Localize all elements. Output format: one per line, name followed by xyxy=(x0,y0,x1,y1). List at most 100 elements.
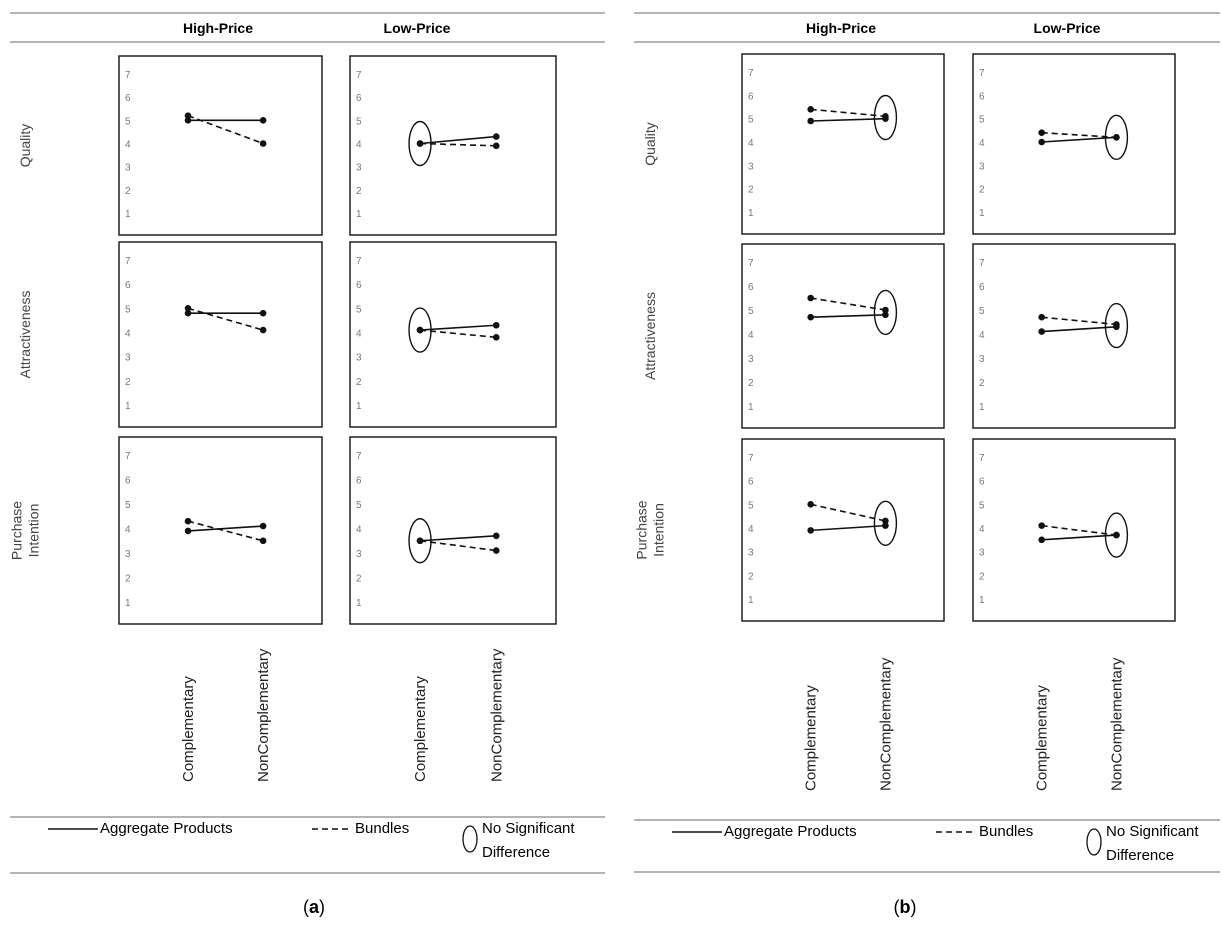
y-tick-label: 7 xyxy=(356,256,362,267)
data-point xyxy=(184,309,192,317)
series-aggregate-products xyxy=(184,309,267,317)
x-category-label: Complementary xyxy=(1034,685,1051,791)
legend: Aggregate Products Bundles No Significant D… xyxy=(10,816,605,874)
legend-ellipse-swatch xyxy=(1086,828,1102,856)
data-point xyxy=(1038,522,1045,529)
y-tick-label: 5 xyxy=(356,500,362,511)
y-tick-label: 1 xyxy=(356,209,362,220)
panel-b: High-Price Low-Price Quality Attractiveness… xyxy=(634,12,1220,917)
series-line xyxy=(810,117,886,122)
y-tick-label: 7 xyxy=(748,453,754,464)
y-tick-label: 2 xyxy=(748,378,754,389)
legend-ellipse-swatch xyxy=(462,825,478,853)
data-point xyxy=(492,334,500,341)
data-point xyxy=(492,133,500,140)
series-line xyxy=(810,297,886,311)
data-point xyxy=(807,106,814,113)
y-tick-label: 5 xyxy=(125,116,131,127)
series-aggregate-products xyxy=(807,522,889,534)
series-line xyxy=(1041,524,1117,536)
y-tick-label: 5 xyxy=(356,304,362,315)
y-tick-label: 1 xyxy=(979,402,985,413)
y-tick-label: 2 xyxy=(356,377,362,388)
subplot-frame xyxy=(741,438,945,622)
series-line xyxy=(419,329,497,339)
y-tick-label: 5 xyxy=(979,306,985,317)
subplot: 1 2 3 4 5 6 7 xyxy=(741,438,945,622)
y-tick-label: 6 xyxy=(748,477,754,488)
no-significant-difference-ellipse xyxy=(1104,114,1129,161)
y-tick-label: 3 xyxy=(125,163,131,174)
y-tick-label: 1 xyxy=(125,209,131,220)
y-tick-label: 4 xyxy=(748,330,754,341)
y-tick-label: 4 xyxy=(979,138,985,149)
data-point xyxy=(1038,313,1045,321)
y-tick-label: 6 xyxy=(125,93,131,104)
data-point xyxy=(416,140,424,147)
series-aggregate-products xyxy=(807,115,889,125)
y-tick-label: 1 xyxy=(125,401,131,412)
series-aggregate-products xyxy=(1038,323,1120,335)
data-point xyxy=(416,326,424,334)
data-point xyxy=(807,527,814,534)
y-tick-label: 3 xyxy=(356,353,362,364)
y-tick-label: 2 xyxy=(356,574,362,585)
series-bundles xyxy=(1038,129,1120,141)
y-tick-label: 6 xyxy=(979,282,985,293)
x-category-label: Complementary xyxy=(180,676,197,782)
y-tick-label: 2 xyxy=(125,574,131,585)
subplot-frame xyxy=(349,55,557,236)
data-point xyxy=(882,517,889,525)
y-tick-label: 4 xyxy=(356,525,362,536)
data-point xyxy=(492,532,500,540)
subplot: 1 2 3 4 5 6 7 xyxy=(118,436,323,625)
y-tick-label: 7 xyxy=(979,453,985,464)
series-line xyxy=(187,525,264,532)
data-point xyxy=(1113,531,1120,539)
legend-nsd-label-1: No Significant xyxy=(1106,823,1199,840)
series-line xyxy=(187,307,264,331)
y-tick-label: 1 xyxy=(356,401,362,412)
y-tick-label: 4 xyxy=(125,140,131,151)
y-tick-label: 5 xyxy=(356,116,362,127)
series-bundles xyxy=(416,537,500,554)
data-point xyxy=(1038,129,1045,136)
y-tick-label: 3 xyxy=(125,353,131,364)
no-significant-difference-ellipse xyxy=(408,120,432,167)
row-label: Quality xyxy=(17,124,33,168)
y-tick-label: 1 xyxy=(979,595,985,606)
y-tick-label: 7 xyxy=(125,70,131,81)
data-point xyxy=(1113,134,1120,141)
data-point xyxy=(259,140,267,147)
y-tick-label: 6 xyxy=(356,93,362,104)
series-bundles xyxy=(416,140,500,150)
data-point xyxy=(807,294,814,302)
y-tick-label: 7 xyxy=(748,68,754,79)
subplot-frame xyxy=(972,53,1176,235)
panel-letter-label: (b) xyxy=(894,897,917,917)
row-label: Attractiveness xyxy=(17,291,33,379)
subplot: 1 2 3 4 5 6 7 xyxy=(118,241,323,428)
legend-nsd-label-2: Difference xyxy=(482,844,550,861)
series-line xyxy=(187,520,264,542)
series-line xyxy=(419,539,497,552)
y-tick-label: 4 xyxy=(125,525,131,536)
data-point xyxy=(1038,138,1045,146)
series-aggregate-products xyxy=(416,532,500,545)
series-bundles xyxy=(807,294,889,314)
data-point xyxy=(807,501,814,508)
column-header: High-Price xyxy=(806,20,876,36)
series-bundles xyxy=(184,305,267,334)
subplot-frame xyxy=(741,53,945,235)
subplot-frame xyxy=(118,241,323,428)
y-tick-label: 6 xyxy=(979,91,985,102)
y-tick-label: 1 xyxy=(356,598,362,609)
y-tick-label: 1 xyxy=(748,402,754,413)
data-point xyxy=(184,117,192,124)
y-tick-label: 4 xyxy=(356,140,362,151)
subplot: 1 2 3 4 5 6 7 xyxy=(972,438,1176,622)
data-point xyxy=(1038,536,1045,544)
y-tick-label: 3 xyxy=(748,354,754,365)
y-tick-label: 3 xyxy=(979,161,985,172)
series-line xyxy=(1041,326,1117,333)
